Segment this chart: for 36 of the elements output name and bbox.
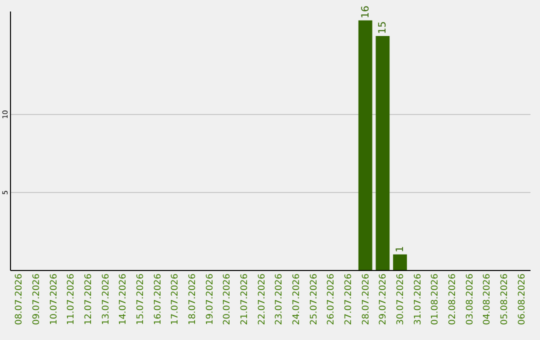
bar xyxy=(358,20,372,270)
x-tick-label: 15.07.2026 xyxy=(136,273,146,326)
x-tick-label: 20.07.2026 xyxy=(222,273,233,326)
x-tick-label: 01.08.2026 xyxy=(430,273,441,326)
x-tick-label: 13.07.2026 xyxy=(101,273,112,326)
x-tick-label: 23.07.2026 xyxy=(274,273,285,326)
x-tick-label: 31.07.2026 xyxy=(413,273,424,326)
bar xyxy=(376,36,390,270)
data-label: 1 xyxy=(395,246,406,252)
x-tick-label: 30.07.2026 xyxy=(396,273,406,326)
x-tick-label: 25.07.2026 xyxy=(309,273,320,326)
x-tick-label: 21.07.2026 xyxy=(240,273,250,326)
x-tick-label: 12.07.2026 xyxy=(84,273,94,326)
x-tick-label: 08.07.2026 xyxy=(14,273,25,326)
x-tick-label: 26.07.2026 xyxy=(326,273,337,326)
x-tick-label: 17.07.2026 xyxy=(170,273,181,326)
x-tick-label: 29.07.2026 xyxy=(378,273,389,326)
x-tick-label: 16.07.2026 xyxy=(153,273,164,326)
x-tick-label: 27.07.2026 xyxy=(344,273,354,326)
x-tick-label: 19.07.2026 xyxy=(205,273,216,326)
x-tick-label: 02.08.2026 xyxy=(448,273,458,326)
x-tick-label: 22.07.2026 xyxy=(257,273,268,326)
x-tick-label: 06.08.2026 xyxy=(517,273,528,326)
x-tick-label: 10.07.2026 xyxy=(49,273,60,326)
x-tick-label: 24.07.2026 xyxy=(292,273,302,326)
bar xyxy=(393,254,407,270)
x-tick-label: 28.07.2026 xyxy=(361,273,372,326)
x-tick-label: 11.07.2026 xyxy=(66,273,77,326)
x-tick-label: 09.07.2026 xyxy=(32,273,42,326)
x-tick-label: 04.08.2026 xyxy=(482,273,493,326)
x-tick-label: 18.07.2026 xyxy=(188,273,198,326)
x-tick-label: 14.07.2026 xyxy=(118,273,129,326)
x-tick-label: 05.08.2026 xyxy=(500,273,510,326)
data-label: 15 xyxy=(378,21,389,34)
x-tick-label: 03.08.2026 xyxy=(465,273,476,326)
data-label: 16 xyxy=(360,6,372,18)
